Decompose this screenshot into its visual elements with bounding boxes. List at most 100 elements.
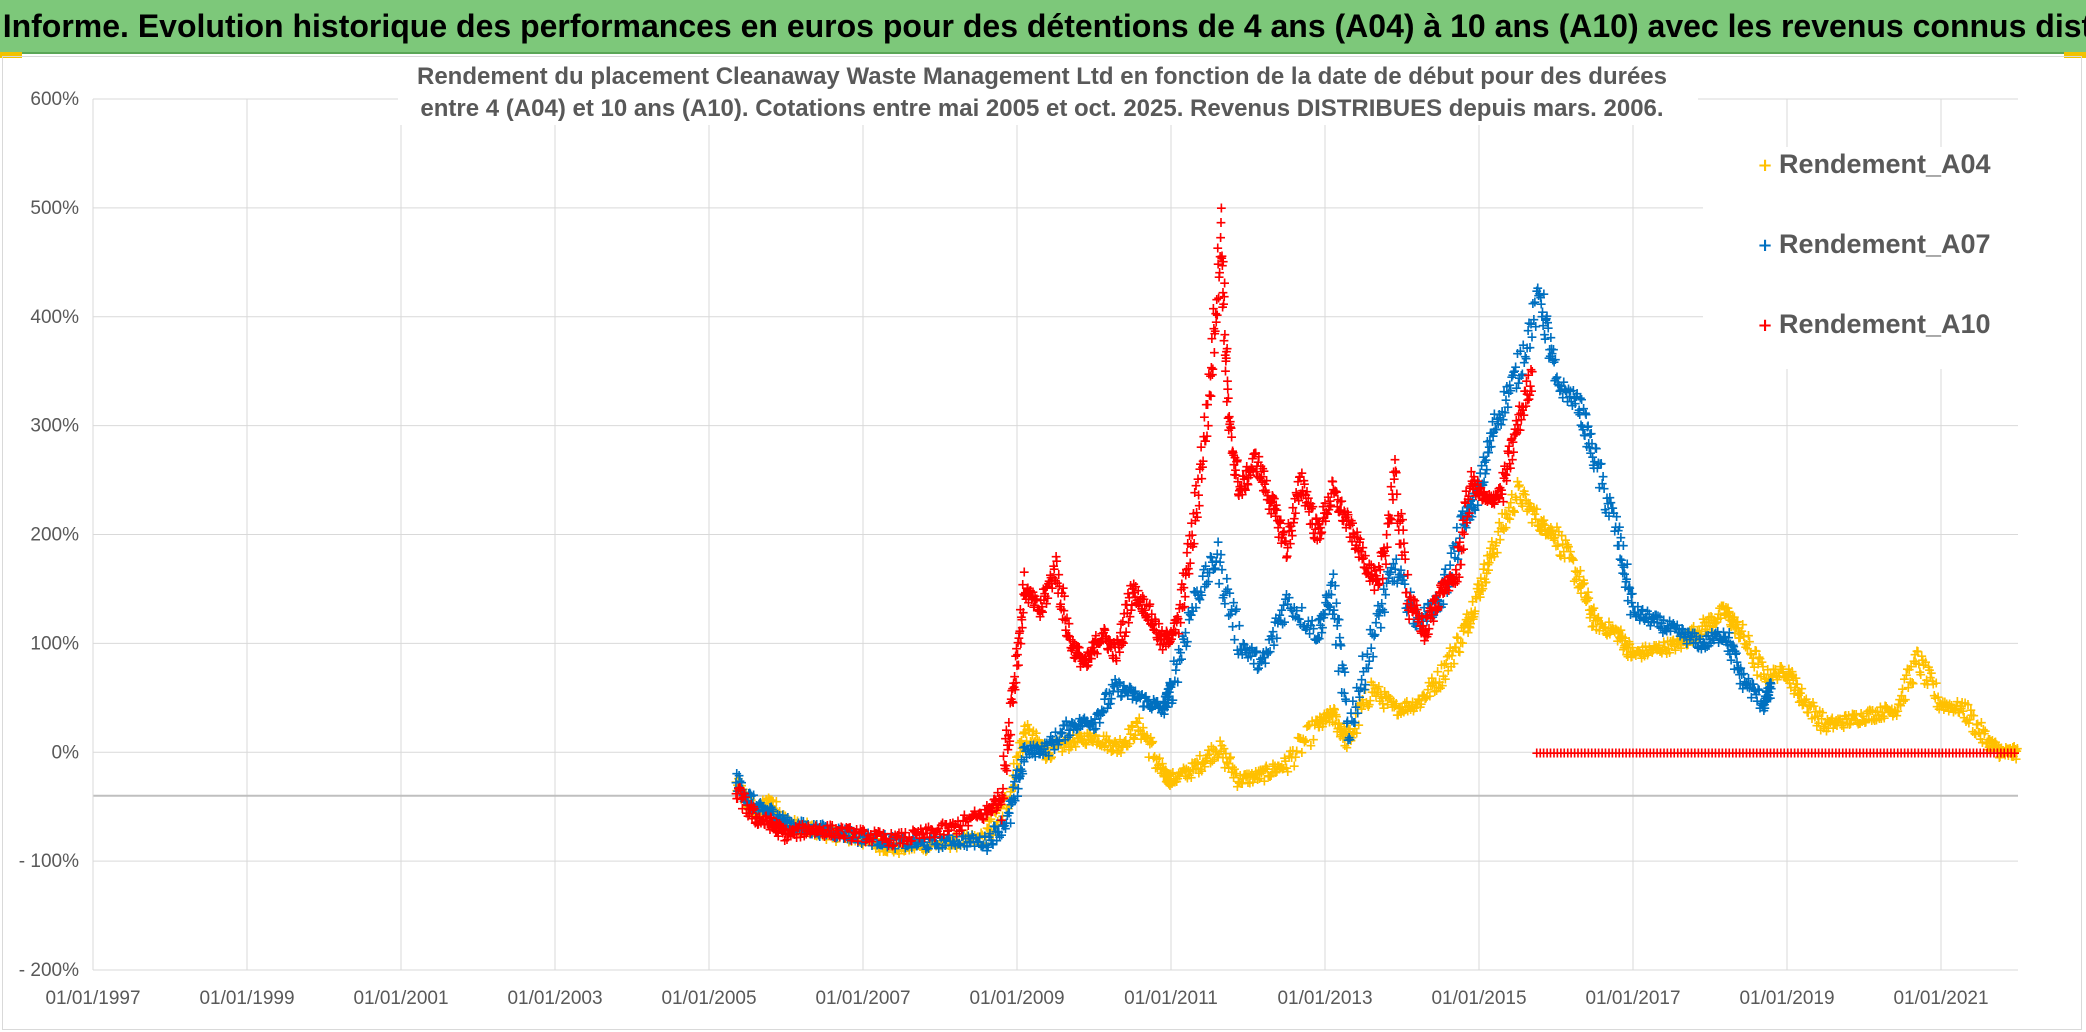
data-point: + bbox=[1221, 341, 1233, 357]
data-point: + bbox=[1017, 745, 1029, 761]
data-point: + bbox=[1471, 591, 1483, 607]
data-point: + bbox=[1317, 719, 1329, 735]
data-point: + bbox=[907, 835, 919, 851]
data-point: + bbox=[1057, 734, 1069, 750]
data-point: + bbox=[1161, 772, 1173, 788]
data-point: + bbox=[1486, 534, 1498, 550]
data-point: + bbox=[1497, 521, 1509, 537]
data-point: + bbox=[1103, 733, 1115, 749]
data-point: + bbox=[873, 839, 885, 855]
data-point: + bbox=[790, 822, 802, 838]
data-point: + bbox=[1624, 636, 1636, 652]
data-point: + bbox=[1343, 724, 1355, 740]
data-point: + bbox=[1540, 527, 1552, 543]
data-point: + bbox=[1621, 637, 1633, 653]
data-point: + bbox=[1326, 708, 1338, 724]
data-point: + bbox=[1098, 728, 1110, 744]
data-point: + bbox=[1411, 700, 1423, 716]
data-point: + bbox=[776, 814, 788, 830]
data-point: + bbox=[1367, 678, 1379, 694]
data-point: + bbox=[772, 810, 784, 826]
data-point: + bbox=[1369, 681, 1381, 697]
data-point: + bbox=[1260, 758, 1272, 774]
data-point: + bbox=[1539, 518, 1551, 534]
data-point: + bbox=[964, 833, 976, 849]
data-point: + bbox=[733, 779, 745, 795]
data-point: + bbox=[896, 842, 908, 858]
data-point: + bbox=[1387, 699, 1399, 715]
data-point: + bbox=[1438, 668, 1450, 684]
data-point: + bbox=[1213, 746, 1225, 762]
data-point: + bbox=[1548, 530, 1560, 546]
data-point: + bbox=[1549, 352, 1561, 368]
data-point: + bbox=[884, 837, 896, 853]
data-point: + bbox=[1149, 749, 1161, 765]
x-tick-label: 01/01/2015 bbox=[1431, 988, 1526, 1009]
data-point: + bbox=[1194, 748, 1206, 764]
data-point: + bbox=[1284, 743, 1296, 759]
data-point: + bbox=[1261, 761, 1273, 777]
data-point: + bbox=[1513, 479, 1525, 495]
data-point: + bbox=[1043, 745, 1055, 761]
data-point: + bbox=[885, 838, 897, 854]
data-point: + bbox=[1412, 696, 1424, 712]
data-point: + bbox=[1549, 527, 1561, 543]
data-point: + bbox=[1134, 724, 1146, 740]
data-point: + bbox=[1160, 763, 1172, 779]
data-point: + bbox=[1619, 638, 1631, 654]
data-point: + bbox=[1360, 682, 1372, 698]
banner-corner-right bbox=[2064, 52, 2086, 58]
data-point: + bbox=[1020, 726, 1032, 742]
data-point: + bbox=[1599, 620, 1611, 636]
data-point: + bbox=[1328, 701, 1340, 717]
data-point: + bbox=[1404, 699, 1416, 715]
data-point: + bbox=[1495, 521, 1507, 537]
data-point: + bbox=[1044, 747, 1056, 763]
data-point: + bbox=[778, 807, 790, 823]
data-point: + bbox=[1184, 764, 1196, 780]
data-point: + bbox=[1458, 624, 1470, 640]
data-point: + bbox=[1521, 504, 1533, 520]
data-point: + bbox=[1178, 760, 1190, 776]
data-point: + bbox=[991, 817, 1003, 833]
banner-corner-left bbox=[0, 52, 22, 58]
data-point: + bbox=[1272, 758, 1284, 774]
data-point: + bbox=[1033, 734, 1045, 750]
data-point: + bbox=[975, 826, 987, 842]
data-point: + bbox=[1324, 702, 1336, 718]
data-point: + bbox=[865, 830, 877, 846]
data-point: + bbox=[986, 827, 998, 843]
data-point: + bbox=[734, 780, 746, 796]
data-point: + bbox=[792, 813, 804, 829]
data-point: + bbox=[1588, 601, 1600, 617]
data-point: + bbox=[1372, 685, 1384, 701]
data-point: + bbox=[1583, 602, 1595, 618]
data-point: + bbox=[1448, 656, 1460, 672]
data-point: + bbox=[1400, 702, 1412, 718]
data-point: + bbox=[1086, 734, 1098, 750]
data-point: + bbox=[971, 830, 983, 846]
data-point: + bbox=[932, 837, 944, 853]
data-point: + bbox=[1074, 726, 1086, 742]
data-point: + bbox=[987, 828, 999, 844]
data-point: + bbox=[1032, 737, 1044, 753]
data-point: + bbox=[1510, 490, 1522, 506]
data-point: + bbox=[749, 808, 761, 824]
data-point: + bbox=[1048, 738, 1060, 754]
y-tick-label: - 200% bbox=[19, 960, 79, 981]
data-point: + bbox=[1202, 418, 1214, 434]
data-point: + bbox=[753, 804, 765, 820]
data-point: + bbox=[1569, 564, 1581, 580]
data-point: + bbox=[858, 832, 870, 848]
data-point: + bbox=[782, 823, 794, 839]
data-point: + bbox=[783, 816, 795, 832]
data-point: + bbox=[1589, 608, 1601, 624]
data-point: + bbox=[1014, 745, 1026, 761]
data-point: + bbox=[742, 800, 754, 816]
data-point: + bbox=[1282, 764, 1294, 780]
data-point: + bbox=[1179, 762, 1191, 778]
data-point: + bbox=[776, 812, 788, 828]
data-point: + bbox=[822, 823, 834, 839]
data-point: + bbox=[1468, 609, 1480, 625]
data-point: + bbox=[892, 843, 904, 859]
